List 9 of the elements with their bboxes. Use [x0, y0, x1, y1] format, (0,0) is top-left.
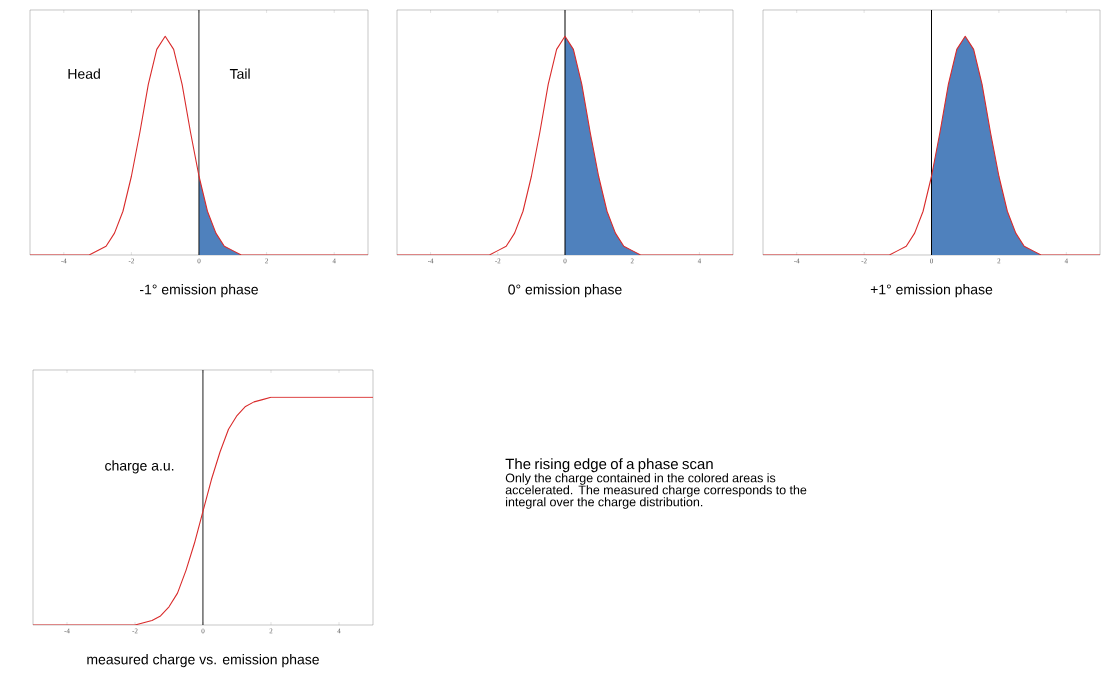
x-axis-title: 0° emission phase	[508, 284, 622, 298]
x-axis-title: -1° emission phase	[140, 284, 258, 298]
annotation: Tail	[229, 68, 250, 79]
x-axis-title: measured charge vs. emission phase	[87, 654, 319, 668]
text: Only the charge contained in the colored areas is accelerated. The measured charge corresponds to the integral over the charge distribution.	[505, 473, 807, 509]
text: The rising edge of a phase scan	[505, 458, 713, 473]
x-axis-title: +1° emission phase	[870, 284, 993, 298]
annotation: Head	[68, 68, 100, 79]
annotation: charge a.u.	[105, 460, 174, 474]
